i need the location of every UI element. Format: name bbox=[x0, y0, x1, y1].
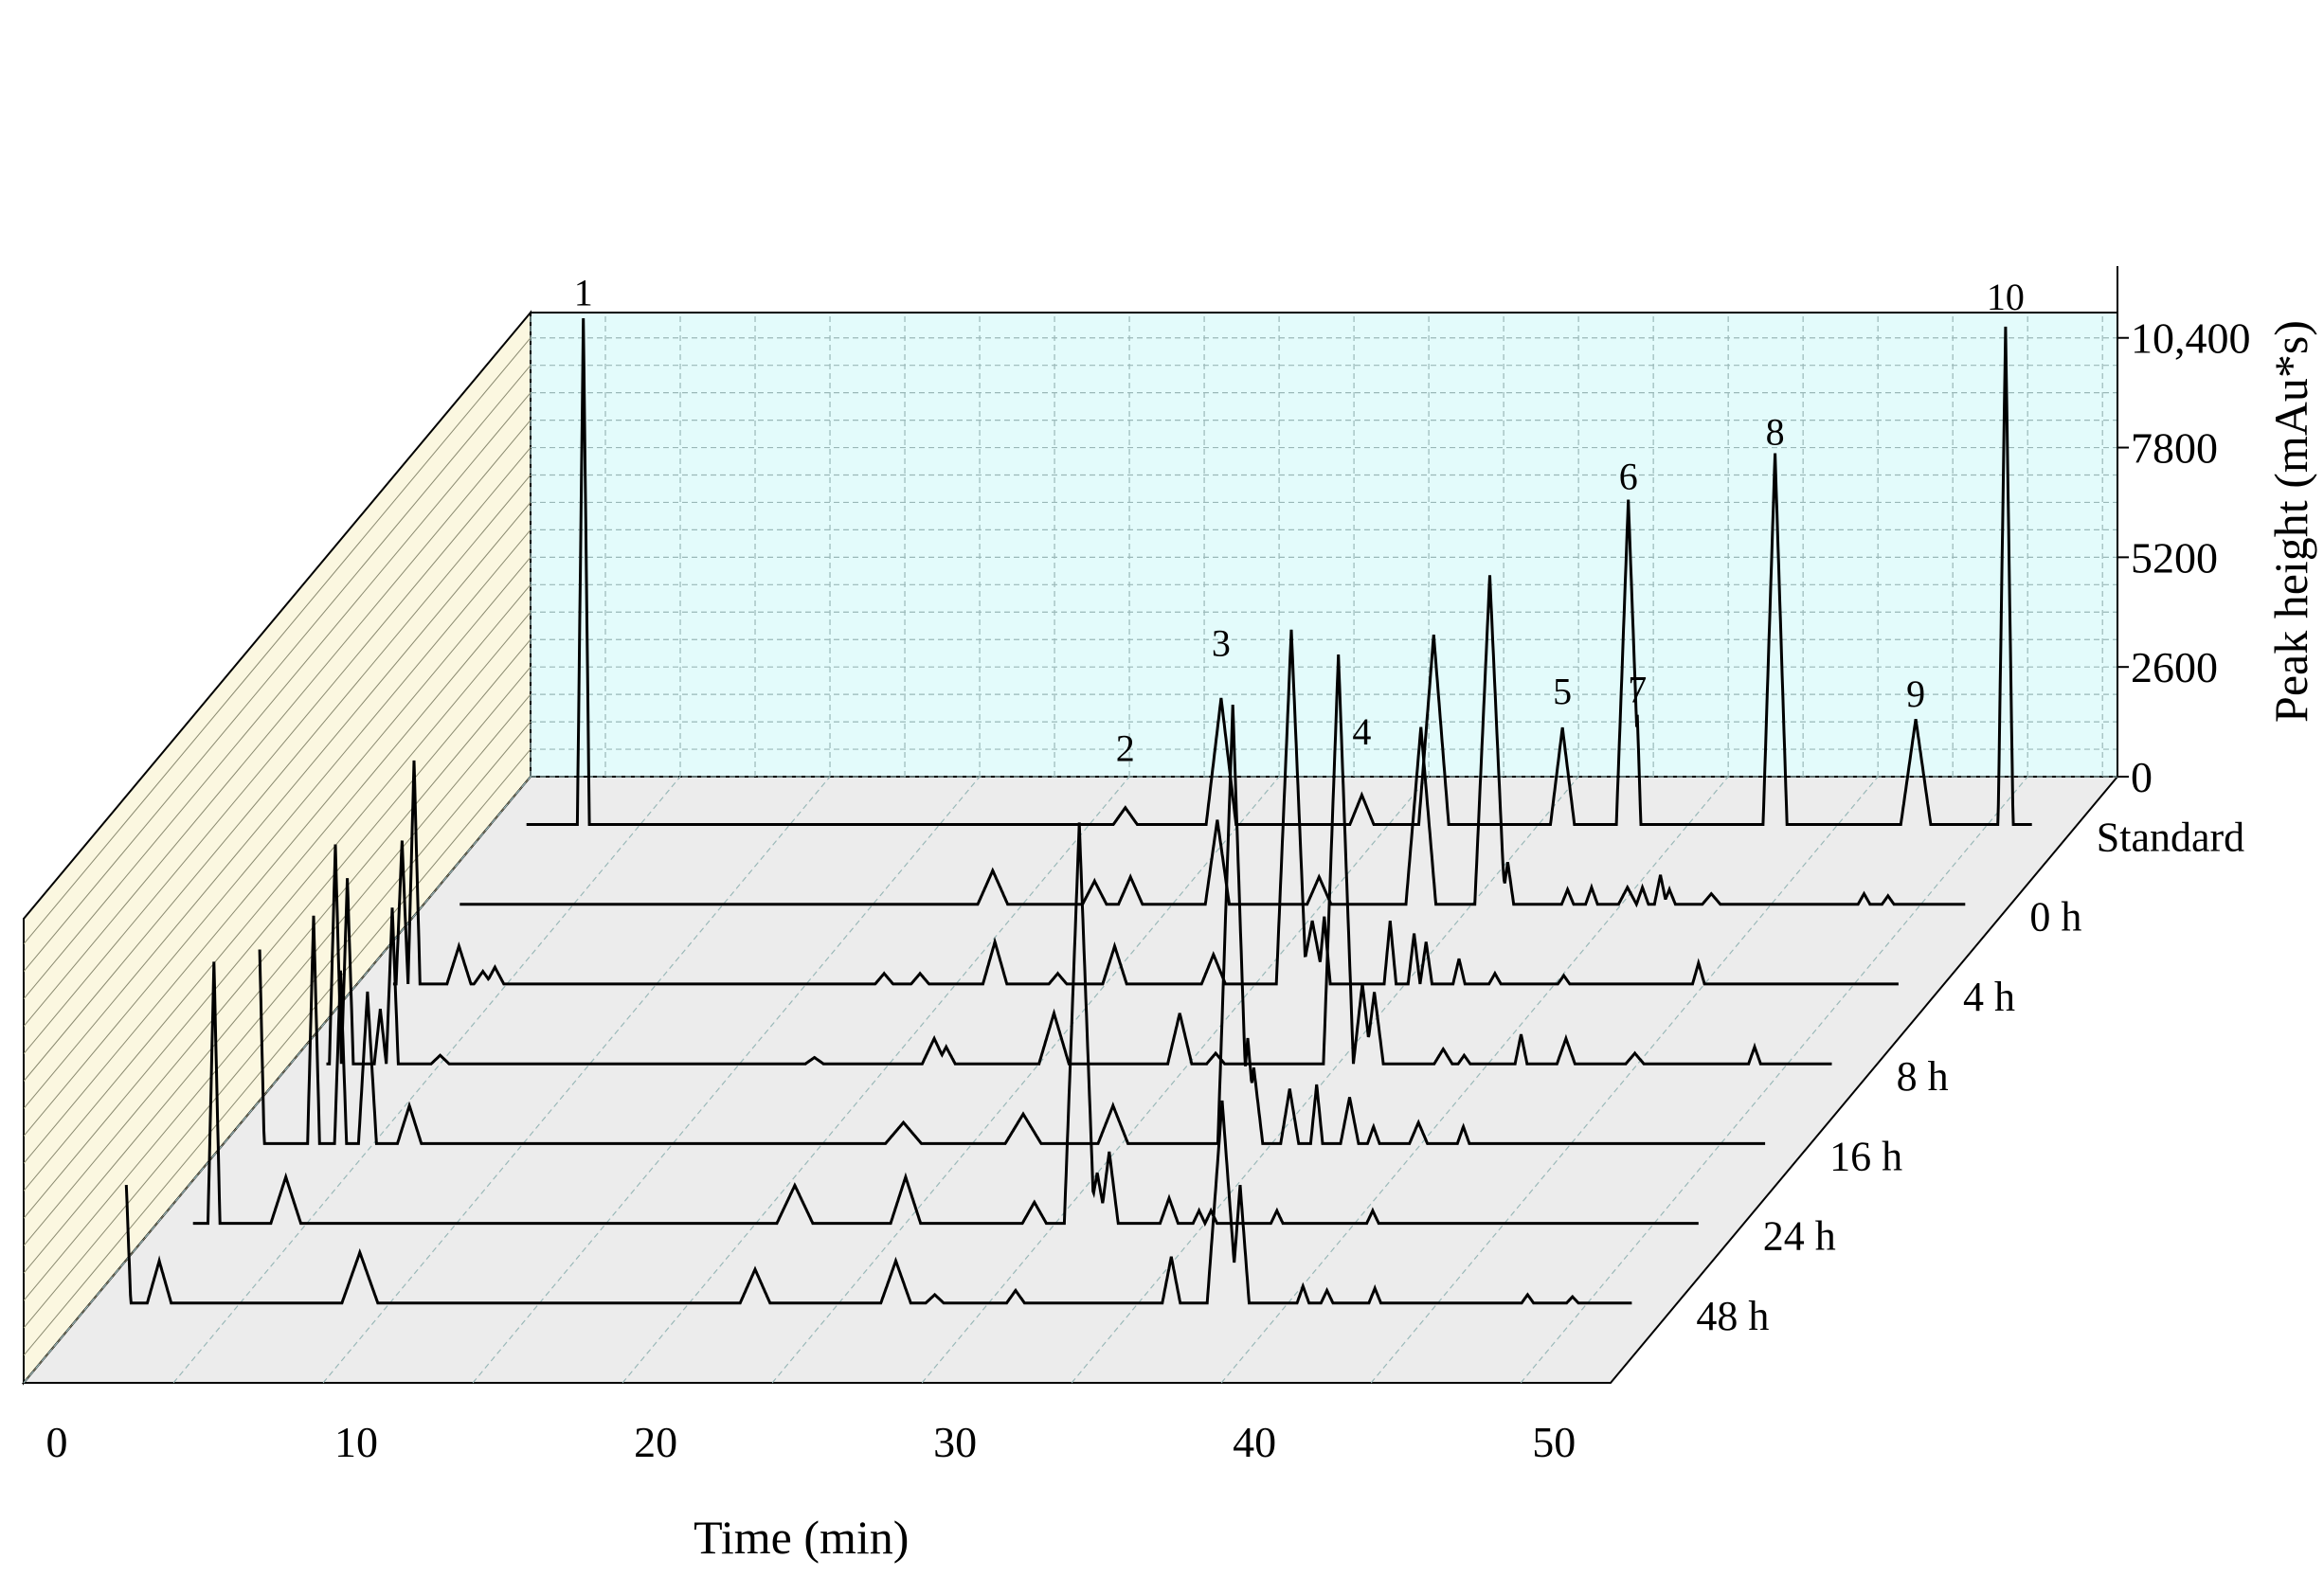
grid-line bbox=[23, 420, 531, 1027]
y-tick-label: 2600 bbox=[2131, 643, 2218, 691]
peak-label: 6 bbox=[1619, 455, 1638, 497]
series-label: 8 h bbox=[1897, 1053, 1949, 1100]
peak-label: 3 bbox=[1212, 621, 1231, 664]
grid-line bbox=[771, 776, 1280, 1384]
y-tick-label: 10,400 bbox=[2131, 314, 2251, 363]
x-tick-label: 0 bbox=[46, 1418, 68, 1466]
grid-line bbox=[622, 776, 1130, 1384]
series-label: 48 h bbox=[1696, 1293, 1769, 1339]
series-label: 0 h bbox=[2029, 894, 2081, 941]
x-tick-label: 20 bbox=[634, 1418, 677, 1466]
grid-line bbox=[1520, 776, 2028, 1384]
grid-lines bbox=[23, 313, 2117, 1384]
grid-line bbox=[23, 583, 531, 1192]
peak-labels: 1 2 3 4 5 6 7 8 9 10 bbox=[574, 272, 2025, 770]
grid-line bbox=[23, 502, 531, 1109]
x-axis-title: Time (min) bbox=[694, 1511, 909, 1564]
grid-line bbox=[322, 776, 831, 1384]
grid-line bbox=[23, 557, 531, 1164]
grid-line bbox=[1220, 776, 1729, 1384]
x-tick-label: 40 bbox=[1233, 1418, 1276, 1466]
x-tick-label: 50 bbox=[1532, 1418, 1576, 1466]
peak-label: 10 bbox=[1987, 276, 2025, 318]
y-axis-ticks: 0 2600 5200 7800 10,400 bbox=[2117, 266, 2251, 801]
x-tick-label: 30 bbox=[933, 1418, 977, 1466]
series-label: 24 h bbox=[1763, 1213, 1836, 1260]
series-label: 16 h bbox=[1829, 1133, 1902, 1179]
series-line bbox=[392, 629, 1899, 986]
peak-label: 1 bbox=[574, 272, 593, 314]
peak-label: 2 bbox=[1116, 727, 1135, 770]
grid-line bbox=[23, 392, 531, 999]
grid-line bbox=[921, 776, 1430, 1384]
y-axis-title: Peak height (mAu*s) bbox=[2264, 320, 2317, 723]
grid-line bbox=[23, 475, 531, 1082]
peak-label: 7 bbox=[1628, 668, 1647, 710]
grid-line bbox=[23, 529, 531, 1137]
series-line bbox=[258, 705, 1766, 1145]
peak-label: 9 bbox=[1906, 672, 1925, 715]
series-labels: Standard 0 h 4 h 8 h 16 h 24 h 48 h bbox=[1696, 815, 2244, 1339]
grid-line bbox=[23, 721, 531, 1329]
back-wall bbox=[530, 312, 2118, 778]
grid-line bbox=[23, 611, 531, 1219]
peak-label: 4 bbox=[1352, 710, 1371, 753]
series-label: Standard bbox=[2097, 815, 2244, 861]
peak-label: 8 bbox=[1766, 411, 1785, 454]
grid-line bbox=[1071, 776, 1579, 1384]
grid-line bbox=[472, 776, 981, 1384]
grid-line bbox=[23, 638, 531, 1246]
y-tick-label: 0 bbox=[2131, 753, 2153, 801]
grid-line bbox=[23, 337, 531, 945]
traces bbox=[124, 317, 2032, 1305]
series-line bbox=[459, 575, 1966, 908]
series-label: 4 h bbox=[1963, 974, 2015, 1020]
grid-line bbox=[23, 447, 531, 1054]
y-tick-label: 7800 bbox=[2131, 424, 2218, 473]
x-axis-ticks: 0 10 20 30 40 50 bbox=[46, 1418, 1576, 1466]
peak-label: 5 bbox=[1553, 671, 1572, 713]
y-tick-label: 5200 bbox=[2131, 533, 2218, 582]
grid-line bbox=[1370, 776, 1879, 1384]
series-line bbox=[192, 822, 1699, 1228]
grid-line bbox=[23, 776, 531, 1384]
grid-line bbox=[23, 666, 531, 1274]
series-line bbox=[124, 1100, 1632, 1305]
grid-line bbox=[23, 693, 531, 1301]
x-tick-label: 10 bbox=[334, 1418, 378, 1466]
series-line bbox=[526, 317, 2032, 826]
grid-line bbox=[23, 365, 531, 973]
grid-line bbox=[172, 776, 681, 1384]
grid-line bbox=[23, 748, 531, 1356]
series-line bbox=[326, 654, 1832, 1066]
